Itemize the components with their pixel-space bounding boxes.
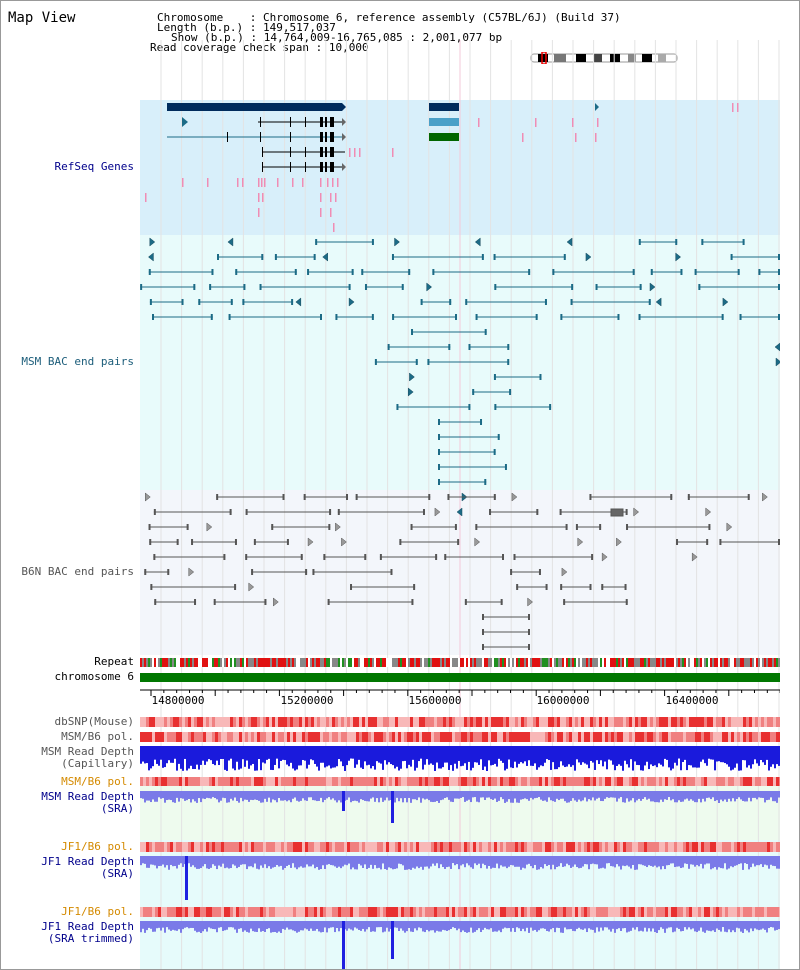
track-label-msm-depth-sra[interactable]: MSM Read Depth (SRA) [0, 791, 134, 815]
chromosome-ideogram[interactable] [528, 52, 682, 64]
gene-feature [429, 103, 459, 111]
page-title: Map View [8, 10, 76, 26]
coordinate-axis: 14800000 15200000 15600000 16000000 16400000 [140, 689, 780, 707]
length-label: Length (b.p.) [157, 21, 244, 34]
axis-tick-label: 15200000 [281, 694, 334, 707]
label-line-1: JF1 Read Depth [41, 855, 134, 868]
chromosome-bar [140, 673, 780, 682]
show-label: Show (b.p.) [171, 31, 244, 44]
polymorphism-heat-bands [140, 717, 780, 917]
track-label-repeat[interactable]: Repeat [94, 655, 134, 668]
chromosome-value: Chromosome 6, reference assembly (C57BL/… [262, 11, 621, 24]
refseq-genes [145, 103, 739, 232]
gene-feature [167, 103, 342, 111]
msm-bac-end-pairs [140, 237, 780, 517]
ideogram-position-marker [541, 52, 547, 64]
show-info: Show (b.p.) : 14,764,009-16,765,085 : 2,… [171, 31, 503, 44]
length-info: Length (b.p.) : 149,517,037 [157, 21, 336, 34]
track-label-jf1-depth-trimmed[interactable]: JF1 Read Depth (SRA trimmed) [0, 921, 134, 945]
coverage-label: Read coverage check span [150, 41, 309, 54]
grid-lines [160, 40, 780, 970]
show-value: 14,764,009-16,765,085 : 2,001,077 bp [263, 31, 503, 44]
gene-feature [429, 133, 459, 141]
label-line-1: MSM Read Depth [41, 745, 134, 758]
axis-tick-label: 15600000 [409, 694, 462, 707]
label-line-2: (Capillary) [61, 757, 134, 770]
label-line-2: (SRA trimmed) [47, 932, 134, 945]
label-line-1: JF1 Read Depth [41, 920, 134, 933]
track-label-msm-bac[interactable]: MSM BAC end pairs [21, 355, 134, 368]
coverage-info: Read coverage check span : 10,000 [150, 41, 369, 54]
read-depth-tracks [140, 746, 780, 970]
track-label-jf1-b6-pol-2[interactable]: JF1/B6 pol. [61, 905, 134, 918]
label-line-2: (SRA) [100, 867, 134, 880]
length-value: 149,517,037 [262, 21, 336, 34]
track-label-b6n-bac[interactable]: B6N BAC end pairs [21, 565, 134, 578]
genome-tracks[interactable]: 14800000 15200000 15600000 16000000 16400000 [140, 40, 780, 970]
track-label-dbsnp[interactable]: dbSNP(Mouse) [54, 715, 134, 728]
axis-tick-label: 14800000 [152, 694, 205, 707]
chromosome-label: Chromosome [157, 11, 244, 24]
axis-tick-label: 16400000 [666, 694, 719, 707]
chromosome-info: Chromosome : Chromosome 6, reference ass… [157, 11, 621, 24]
track-label-msm-depth-capillary[interactable]: MSM Read Depth (Capillary) [0, 746, 134, 770]
label-line-2: (SRA) [100, 802, 134, 815]
track-label-chromosome: chromosome 6 [54, 670, 134, 683]
track-label-jf1-b6-pol-1[interactable]: JF1/B6 pol. [61, 840, 134, 853]
track-label-msm-b6-pol-2[interactable]: MSM/B6 pol. [61, 775, 134, 788]
coverage-value: 10,000 [328, 41, 369, 54]
axis-tick-label: 16000000 [537, 694, 590, 707]
gene-feature [429, 118, 459, 126]
refseq-minor-features [145, 103, 739, 232]
repeat-track [140, 658, 780, 667]
track-label-refseq[interactable]: RefSeq Genes [54, 160, 134, 173]
track-label-jf1-depth-sra[interactable]: JF1 Read Depth (SRA) [0, 856, 134, 880]
b6n-bac-end-pairs [144, 492, 780, 650]
track-label-msm-b6-pol-1[interactable]: MSM/B6 pol. [61, 730, 134, 743]
label-line-1: MSM Read Depth [41, 790, 134, 803]
